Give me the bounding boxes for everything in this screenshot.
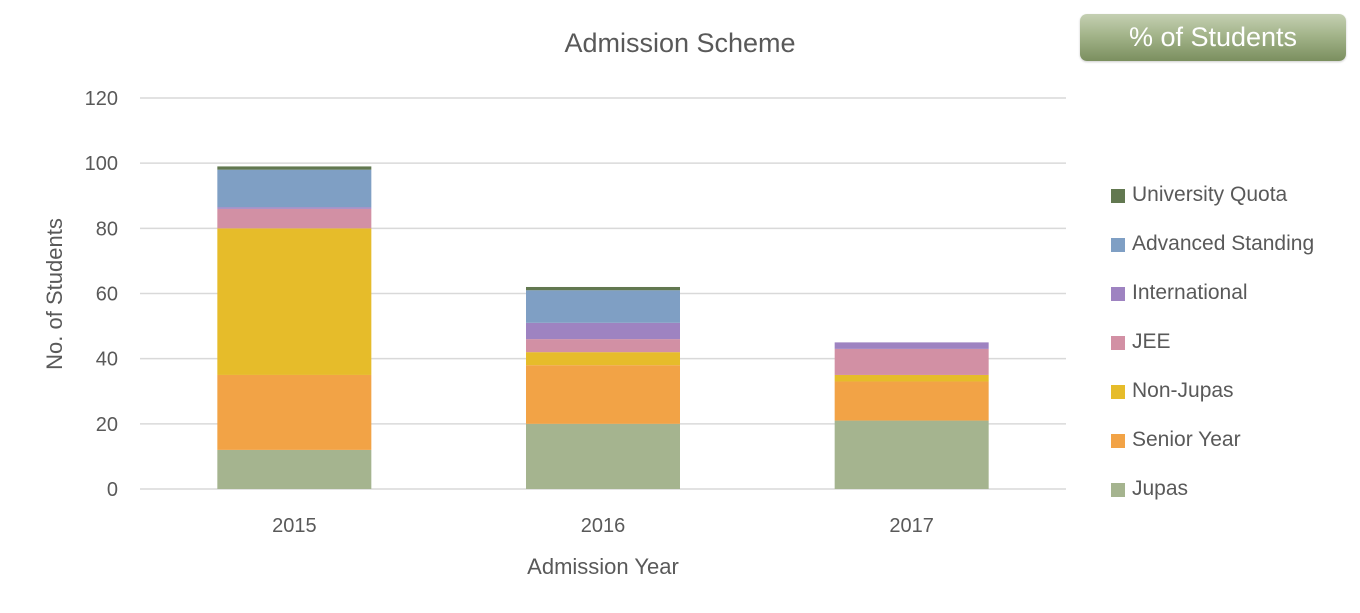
bar-segment-non-jupas-2017[interactable] <box>834 374 989 382</box>
legend-label: JEE <box>1132 330 1171 353</box>
y-tick-label: 120 <box>85 88 118 110</box>
y-axis-label: No. of Students <box>42 218 67 370</box>
x-axis-ticks: 2015 2016 2017 <box>272 515 934 537</box>
y-tick-label: 20 <box>96 414 118 436</box>
percent-of-students-button[interactable]: % of Students <box>1080 14 1346 61</box>
x-tick-label: 2017 <box>889 515 934 537</box>
bar-segment-non-jupas-2015[interactable] <box>217 228 372 375</box>
bar-segment-jupas-2016[interactable] <box>526 423 680 489</box>
bar-segment-jupas-2015[interactable] <box>217 449 372 489</box>
legend-swatch <box>1111 385 1125 399</box>
bar-segment-jee-2017[interactable] <box>834 348 989 375</box>
legend-swatch <box>1111 287 1125 301</box>
x-tick-label: 2016 <box>581 515 626 537</box>
y-tick-label: 0 <box>107 479 118 501</box>
x-tick-label: 2015 <box>272 515 317 537</box>
bar-segment-senior-year-2017[interactable] <box>834 381 989 421</box>
x-axis-label: Admission Year <box>527 554 679 579</box>
legend-label: University Quota <box>1132 183 1288 206</box>
bar-segment-senior-year-2015[interactable] <box>217 374 372 450</box>
legend-label: International <box>1132 281 1248 304</box>
bar-segment-jee-2015[interactable] <box>217 208 372 229</box>
legend-label: Advanced Standing <box>1132 232 1315 255</box>
y-tick-label: 40 <box>96 349 118 371</box>
y-tick-label: 80 <box>96 218 118 240</box>
bar-segment-university-quota-2016[interactable] <box>526 286 680 291</box>
bar-segment-international-2015[interactable] <box>217 207 372 209</box>
bar-segment-university-quota-2015[interactable] <box>217 166 372 170</box>
legend-label: Senior Year <box>1132 428 1241 451</box>
bar-segment-international-2016[interactable] <box>526 322 680 340</box>
y-axis-ticks: 0 20 40 60 80 100 120 <box>85 88 118 501</box>
legend-swatch <box>1111 483 1125 497</box>
y-tick-label: 60 <box>96 284 118 306</box>
bars <box>217 166 989 489</box>
legend-label: Non-Jupas <box>1132 379 1234 402</box>
legend-swatch <box>1111 189 1125 203</box>
bar-segment-jee-2016[interactable] <box>526 339 680 353</box>
legend-swatch <box>1111 434 1125 448</box>
bar-segment-non-jupas-2016[interactable] <box>526 352 680 366</box>
legend-label: Jupas <box>1132 477 1189 500</box>
chart-title: Admission Scheme <box>564 28 795 58</box>
y-tick-label: 100 <box>85 153 118 175</box>
bar-segment-senior-year-2016[interactable] <box>526 365 680 424</box>
bar-segment-advanced-standing-2015[interactable] <box>217 169 372 208</box>
bar-segment-jupas-2017[interactable] <box>834 420 989 489</box>
bar-segment-advanced-standing-2016[interactable] <box>526 290 680 323</box>
bar-segment-international-2017[interactable] <box>834 342 989 349</box>
legend-swatch <box>1111 336 1125 350</box>
legend-swatch <box>1111 238 1125 252</box>
